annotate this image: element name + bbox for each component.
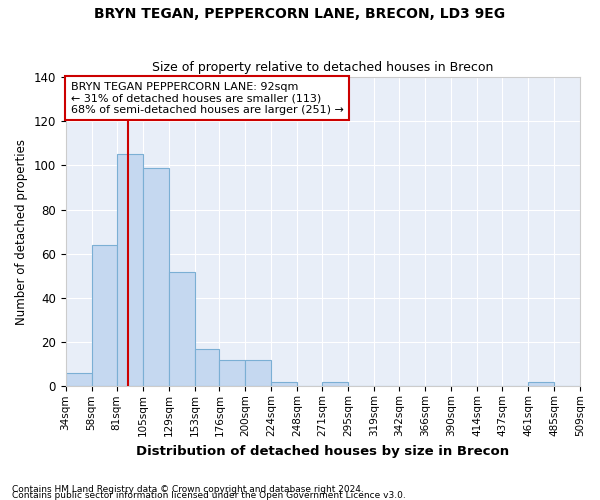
Text: Contains HM Land Registry data © Crown copyright and database right 2024.: Contains HM Land Registry data © Crown c… (12, 484, 364, 494)
Bar (116, 154, 143, 386)
Bar (528, 382, 554, 386)
Text: BRYN TEGAN, PEPPERCORN LANE, BRECON, LD3 9EG: BRYN TEGAN, PEPPERCORN LANE, BRECON, LD3… (94, 8, 506, 22)
Bar (65, 373, 92, 386)
Bar (169, 272, 194, 386)
Bar (245, 360, 271, 386)
Bar (322, 382, 348, 386)
Title: Size of property relative to detached houses in Brecon: Size of property relative to detached ho… (152, 62, 494, 74)
Text: Contains public sector information licensed under the Open Government Licence v3: Contains public sector information licen… (12, 490, 406, 500)
Bar (92, 245, 116, 386)
Bar (271, 382, 298, 386)
Bar (220, 360, 245, 386)
X-axis label: Distribution of detached houses by size in Brecon: Distribution of detached houses by size … (136, 444, 509, 458)
Bar (194, 349, 220, 387)
Text: BRYN TEGAN PEPPERCORN LANE: 92sqm
← 31% of detached houses are smaller (113)
68%: BRYN TEGAN PEPPERCORN LANE: 92sqm ← 31% … (71, 82, 344, 115)
Bar (143, 168, 169, 386)
Y-axis label: Number of detached properties: Number of detached properties (15, 138, 28, 324)
